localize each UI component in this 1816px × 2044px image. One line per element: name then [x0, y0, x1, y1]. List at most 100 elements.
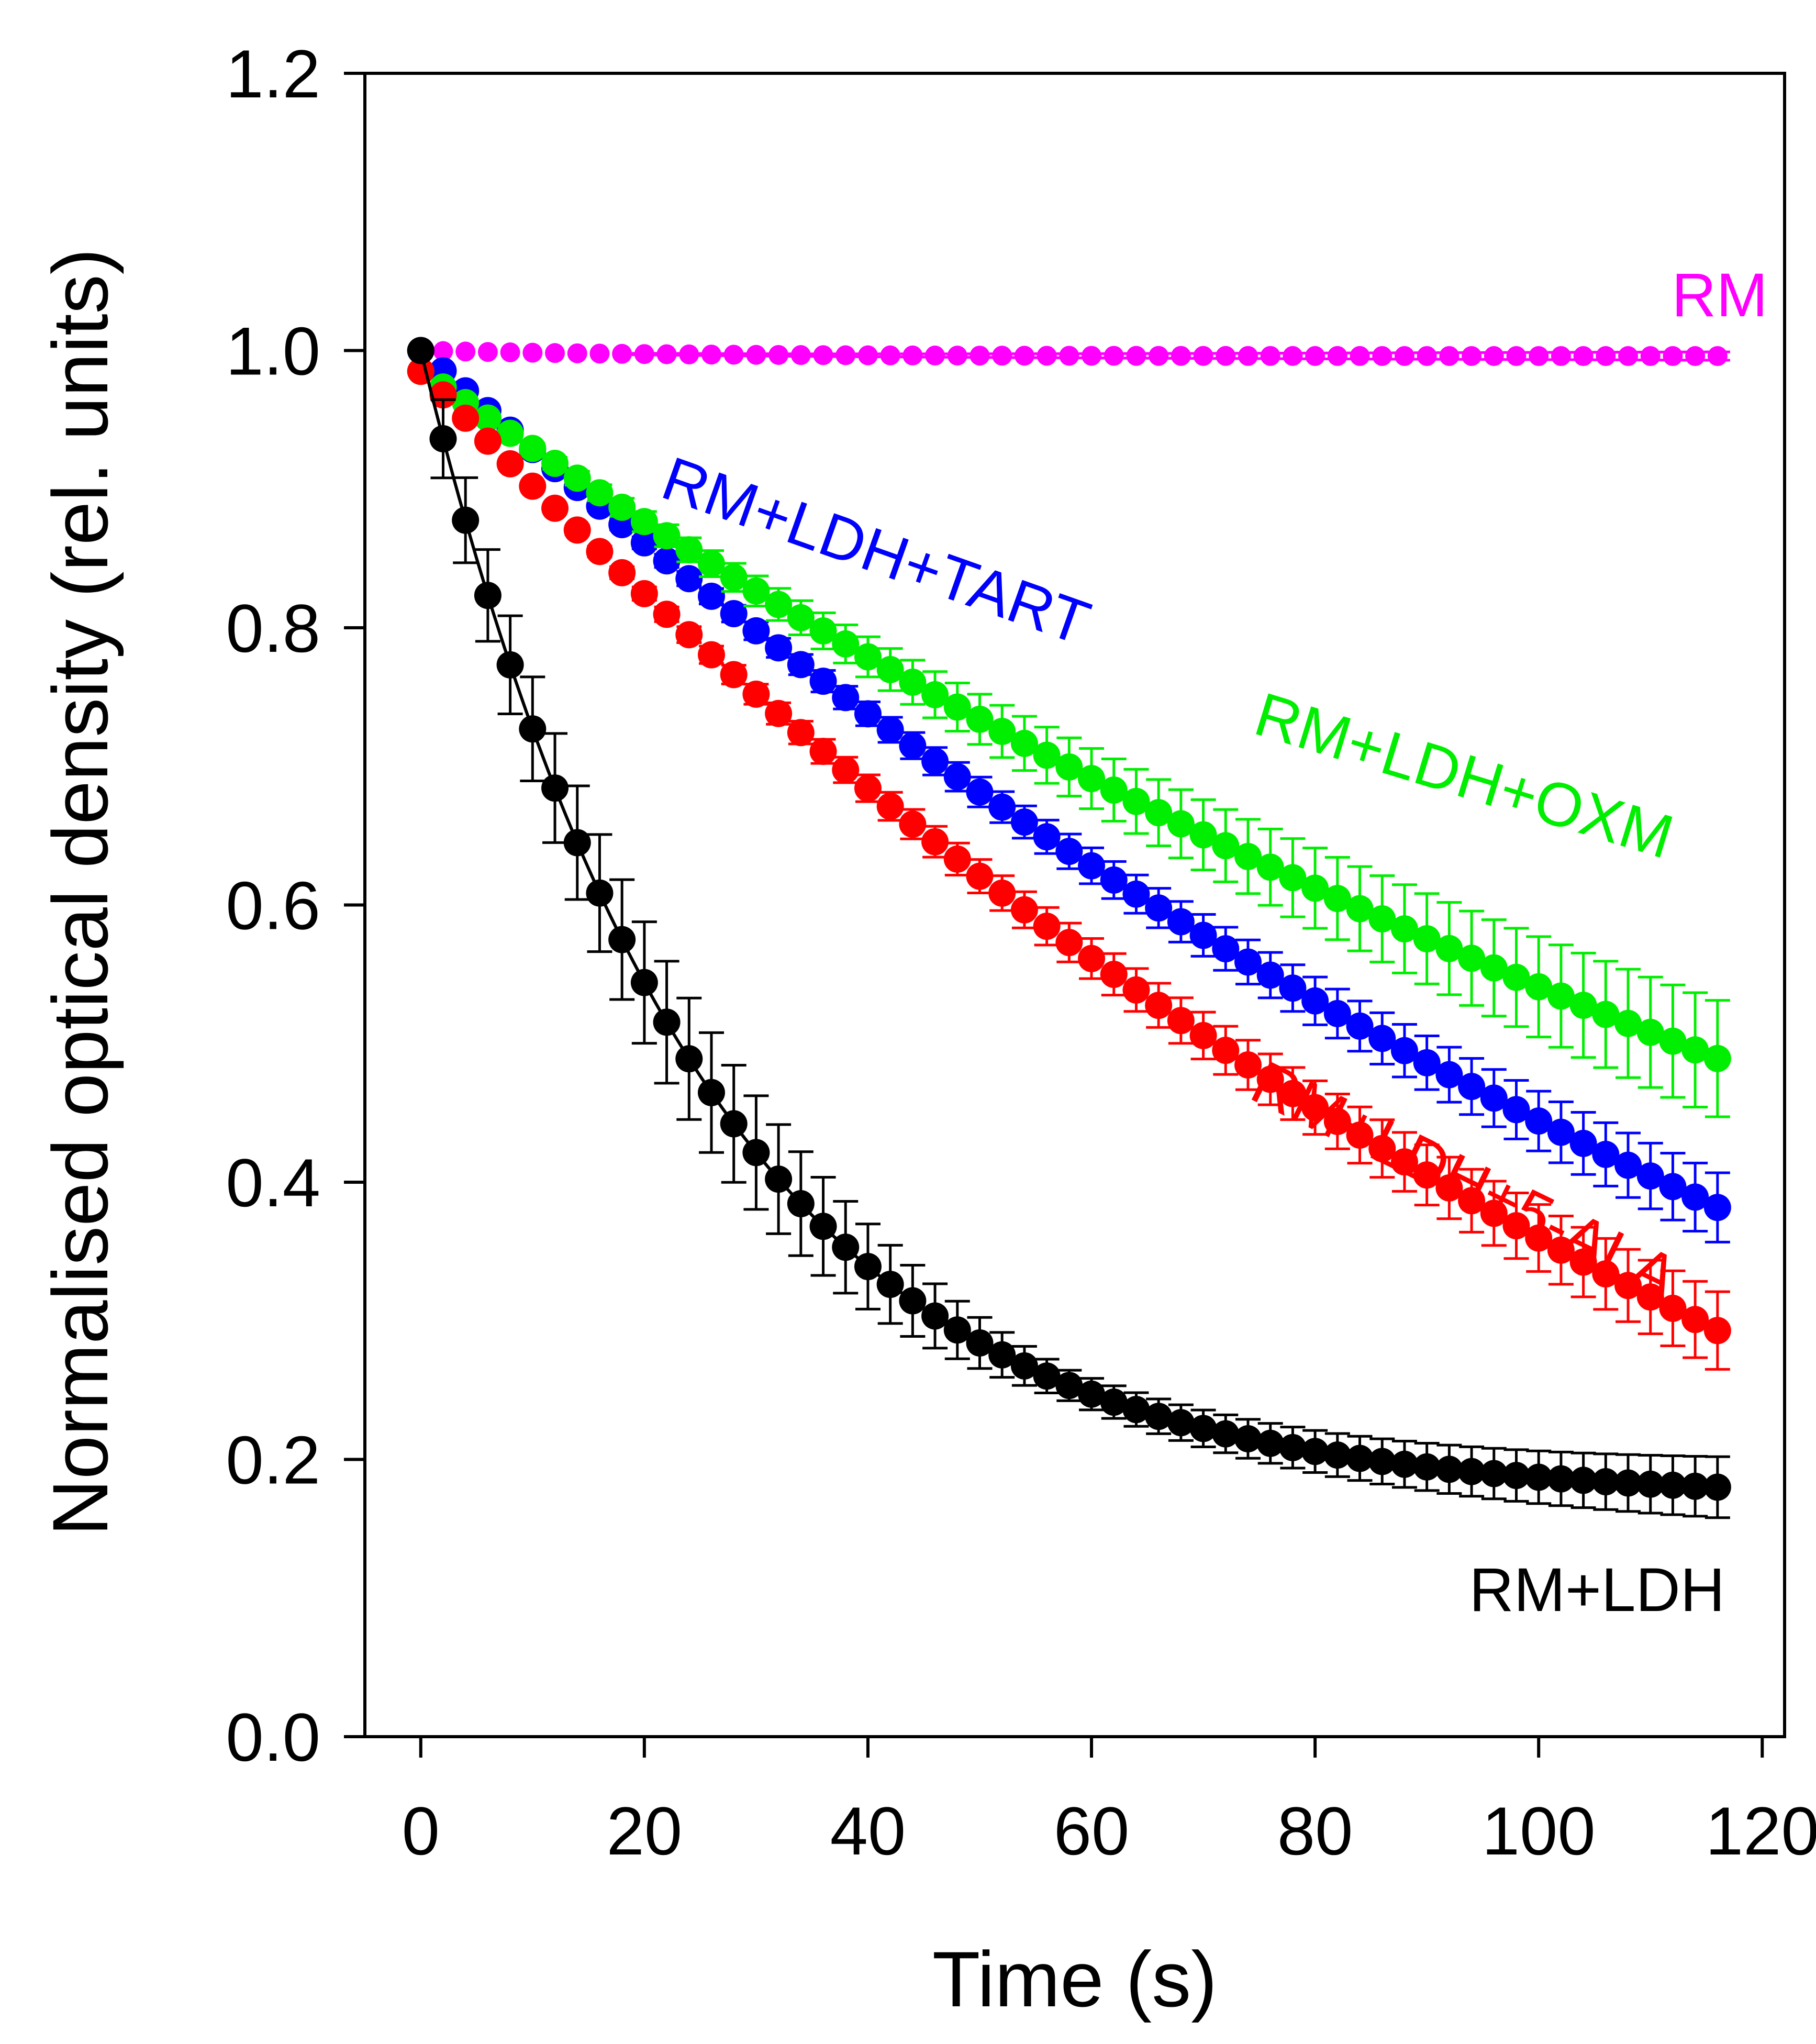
data-point [1234, 1051, 1262, 1079]
data-point [1681, 1306, 1709, 1334]
data-point [1368, 1448, 1396, 1475]
data-point [1569, 1248, 1597, 1276]
data-point [1279, 1080, 1307, 1107]
data-point [1216, 346, 1236, 366]
data-point [1703, 1194, 1731, 1221]
data-point [455, 341, 476, 362]
data-point [697, 1079, 725, 1106]
data-point [1368, 1135, 1396, 1162]
data-point [720, 1110, 748, 1138]
data-point [1480, 1084, 1508, 1112]
data-point [1104, 346, 1124, 366]
data-point [809, 1213, 837, 1240]
data-point [586, 879, 614, 907]
data-point [1189, 821, 1217, 849]
data-point [1703, 1473, 1731, 1501]
data-point [429, 381, 457, 409]
data-point [854, 643, 882, 671]
data-point [407, 337, 434, 364]
data-point [675, 621, 703, 649]
data-point [1122, 880, 1150, 908]
series-rm [410, 340, 1730, 366]
data-point [854, 1253, 882, 1281]
data-point [1145, 799, 1173, 827]
data-point [541, 450, 569, 477]
data-point [1037, 346, 1057, 366]
data-point [1301, 1438, 1329, 1465]
data-point [563, 516, 591, 544]
data-point [1010, 1352, 1038, 1380]
data-point [988, 793, 1016, 821]
data-point [1010, 896, 1038, 924]
data-point [1636, 1470, 1664, 1498]
data-point [697, 582, 725, 610]
data-point [921, 748, 949, 775]
data-point [832, 630, 860, 658]
data-point [1417, 346, 1437, 366]
x-axis: 0 20 40 60 80 100 120 [402, 1737, 1816, 1869]
data-point [1547, 1236, 1575, 1264]
data-point [720, 600, 748, 628]
data-point [1480, 954, 1508, 982]
data-point [1350, 346, 1370, 366]
data-point [1122, 1396, 1150, 1424]
x-tick-label: 120 [1706, 1793, 1816, 1869]
data-point [474, 582, 502, 609]
data-point [1212, 1420, 1240, 1448]
data-point [1592, 1260, 1620, 1288]
data-point [1681, 1472, 1709, 1500]
data-point [1033, 1362, 1061, 1390]
data-point [857, 345, 878, 365]
data-point [1663, 346, 1683, 366]
data-point [988, 717, 1016, 745]
data-point [876, 656, 904, 683]
data-point [545, 343, 565, 363]
data-point [1659, 1471, 1687, 1499]
data-point [1569, 992, 1597, 1019]
data-point [496, 450, 524, 477]
data-point [1149, 346, 1169, 366]
data-point [765, 591, 793, 618]
series-rm-ldh-5-ala [407, 358, 1731, 1371]
data-point [1462, 346, 1482, 366]
data-point [563, 464, 591, 492]
data-point [1413, 1049, 1441, 1076]
data-point [1167, 810, 1195, 838]
data-point [1010, 808, 1038, 836]
data-point [474, 427, 502, 455]
data-point [1323, 1107, 1351, 1135]
data-point [1525, 1463, 1553, 1491]
data-point [608, 926, 636, 953]
data-point [899, 810, 927, 838]
data-point [697, 641, 725, 669]
data-point [630, 508, 658, 536]
data-point [1372, 346, 1392, 366]
data-point [876, 716, 904, 743]
data-point [787, 604, 815, 631]
data-point [1547, 982, 1575, 1010]
data-point [813, 345, 833, 365]
data-point [608, 493, 636, 521]
data-point [1614, 1009, 1642, 1037]
y-tick-label: 0.8 [226, 590, 320, 666]
data-point [1100, 776, 1128, 804]
data-point [1703, 1317, 1731, 1345]
data-point [1059, 346, 1079, 366]
data-point [1685, 346, 1706, 366]
data-point [1346, 1121, 1374, 1149]
data-point [653, 1008, 681, 1036]
data-point [1145, 894, 1173, 922]
data-point [1525, 1224, 1553, 1252]
data-point [1189, 1415, 1217, 1442]
data-point [1681, 1183, 1709, 1211]
data-point [876, 793, 904, 820]
data-point [1212, 1037, 1240, 1064]
data-point [1480, 1199, 1508, 1227]
data-point [899, 732, 927, 760]
data-point [765, 699, 793, 727]
data-point [563, 829, 591, 857]
data-point [496, 419, 524, 447]
data-point [589, 343, 610, 364]
y-tick-label: 0.4 [226, 1145, 320, 1221]
data-point [1100, 961, 1128, 988]
